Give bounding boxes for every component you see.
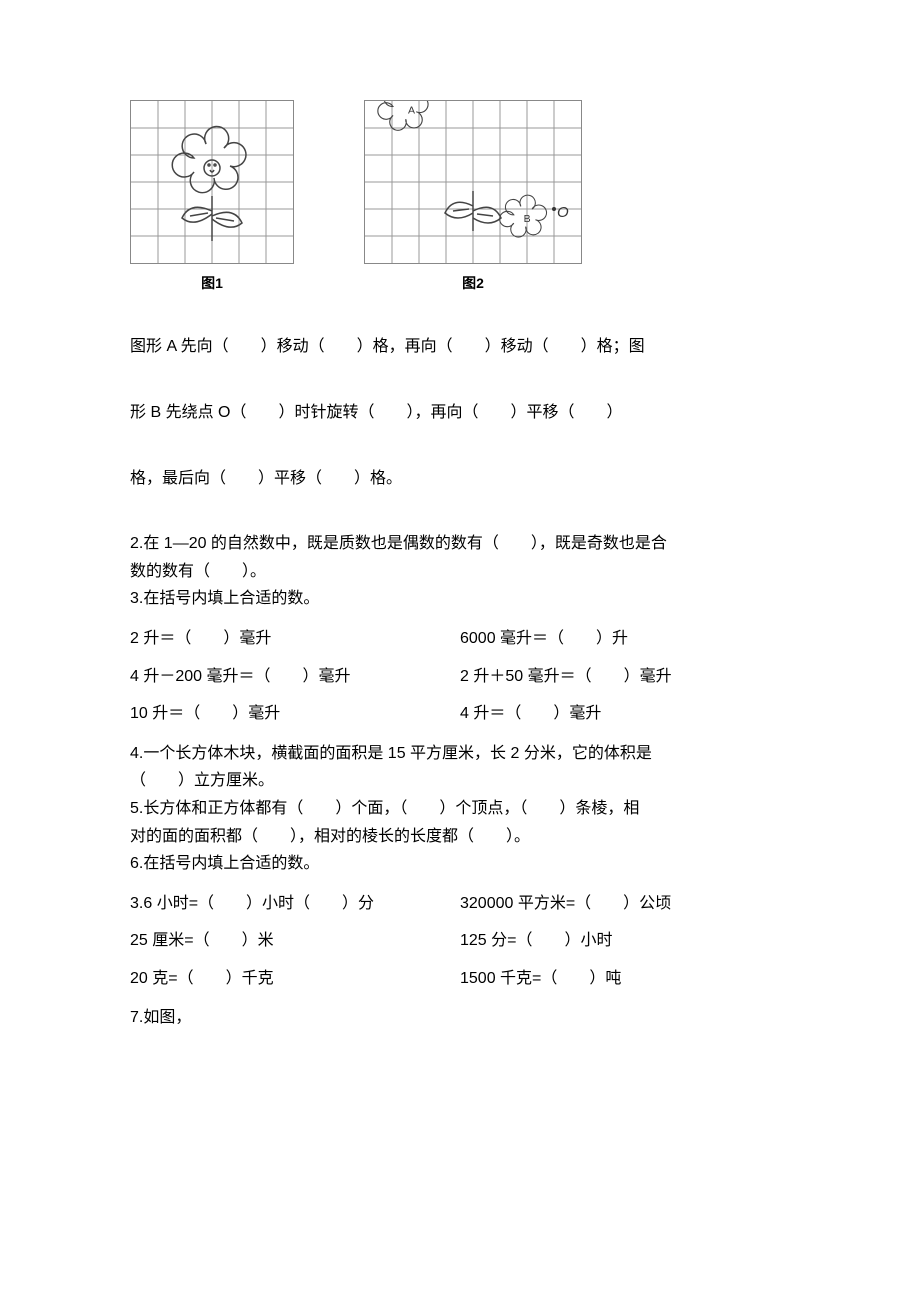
q6-row-1: 25 厘米=（ ）米 125 分=（ ）小时 <box>130 928 790 954</box>
question-2: 2.在 1—20 的自然数中，既是质数也是偶数的数有（ ），既是奇数也是合 数的… <box>130 531 790 584</box>
figure-1-caption: 图1 <box>201 272 223 294</box>
q6-row-0-right: 320000 平方米=（ ）公顷 <box>460 891 790 917</box>
figure-2-caption: 图2 <box>462 272 484 294</box>
q6-row-0: 3.6 小时=（ ）小时（ ）分 320000 平方米=（ ）公顷 <box>130 891 790 917</box>
q6-row-2-left: 20 克=（ ）千克 <box>130 966 460 992</box>
flower-drawing <box>172 127 246 241</box>
q6-row-0-left: 3.6 小时=（ ）小时（ ）分 <box>130 891 460 917</box>
q2-line-2: 数的数有（ ）。 <box>130 559 790 585</box>
q6-row-2: 20 克=（ ）千克 1500 千克=（ ）吨 <box>130 966 790 992</box>
q5-line-2: 对的面的面积都（ ），相对的棱长的长度都（ ）。 <box>130 824 790 850</box>
figure-1-svg <box>131 101 293 263</box>
q3-row-2-right: 4 升＝（ ）毫升 <box>460 701 790 727</box>
q6-row-2-right: 1500 千克=（ ）吨 <box>460 966 790 992</box>
figure-1: 图1 <box>130 100 294 294</box>
intro-line-1: 图形 A 先向（ ）移动（ ）格，再向（ ）移动（ ）格；图 <box>130 334 790 360</box>
q3-row-1-right: 2 升＋50 毫升＝（ ）毫升 <box>460 664 790 690</box>
q2-line-1: 2.在 1—20 的自然数中，既是质数也是偶数的数有（ ），既是奇数也是合 <box>130 531 790 557</box>
q3-row-0-right: 6000 毫升＝（ ）升 <box>460 626 790 652</box>
q3-row-0: 2 升＝（ ）毫升 6000 毫升＝（ ）升 <box>130 626 790 652</box>
intro-line-3: 格，最后向（ ）平移（ ）格。 <box>130 466 790 492</box>
figure-2-svg: A B O <box>365 101 581 263</box>
q3-row-0-left: 2 升＝（ ）毫升 <box>130 626 460 652</box>
q4-line-1: 4.一个长方体木块，横截面的面积是 15 平方厘米，长 2 分米，它的体积是 <box>130 741 790 767</box>
leaves-center <box>445 191 501 231</box>
figure-2-grid: A B O <box>364 100 582 264</box>
intro-line-2: 形 B 先绕点 O（ ）时针旋转（ ），再向（ ）平移（ ） <box>130 400 790 426</box>
q3-row-2: 10 升＝（ ）毫升 4 升＝（ ）毫升 <box>130 701 790 727</box>
question-3-title: 3.在括号内填上合适的数。 <box>130 586 790 612</box>
q3-row-2-left: 10 升＝（ ）毫升 <box>130 701 460 727</box>
q3-row-1-left: 4 升－200 毫升＝（ ）毫升 <box>130 664 460 690</box>
point-o <box>552 207 556 211</box>
question-6-title: 6.在括号内填上合适的数。 <box>130 851 790 877</box>
flower-b: B <box>500 195 547 237</box>
q5-line-1: 5.长方体和正方体都有（ ）个面，（ ）个顶点，（ ）条棱，相 <box>130 796 790 822</box>
label-o: O <box>557 204 569 221</box>
q4-line-2: （ ）立方厘米。 <box>130 768 790 794</box>
question-7: 7.如图， <box>130 1005 790 1031</box>
flower-a: A <box>378 101 428 130</box>
q6-row-1-left: 25 厘米=（ ）米 <box>130 928 460 954</box>
q6-row-1-right: 125 分=（ ）小时 <box>460 928 790 954</box>
figures-row: 图1 <box>130 100 790 294</box>
q3-row-1: 4 升－200 毫升＝（ ）毫升 2 升＋50 毫升＝（ ）毫升 <box>130 664 790 690</box>
figure-2: A B O 图2 <box>364 100 582 294</box>
label-a: A <box>408 104 415 116</box>
figure-1-grid <box>130 100 294 264</box>
label-b: B <box>524 213 531 225</box>
